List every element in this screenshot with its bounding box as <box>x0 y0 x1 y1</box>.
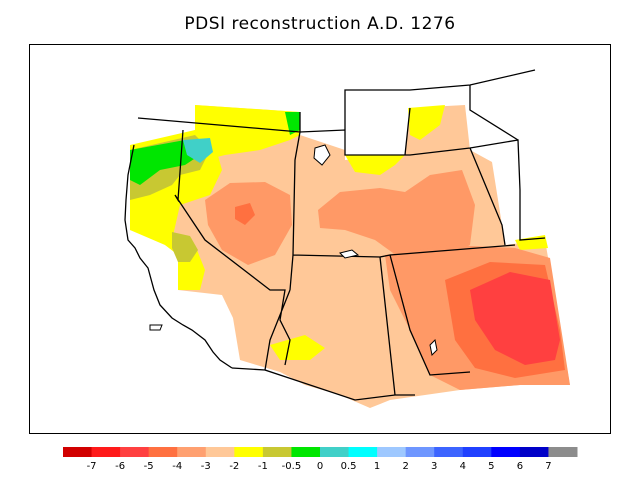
field-drier-nevada <box>235 203 255 225</box>
colorbar-swatch <box>491 447 521 457</box>
colorbar-tick-label: 1 <box>374 461 380 472</box>
coastline <box>124 144 233 369</box>
colorbar-tick-label: -0.5 <box>282 461 302 472</box>
colorbar-tick-label: 4 <box>460 461 466 472</box>
colorbar-tick-label: 2 <box>402 461 408 472</box>
colorbar-swatch <box>320 447 350 457</box>
channel-island <box>149 324 163 331</box>
colorbar-tick-label: 0.5 <box>341 461 357 472</box>
colorbar-tick-label: 7 <box>545 461 551 472</box>
map-title: PDSI reconstruction A.D. 1276 <box>184 14 456 34</box>
colorbar-swatch <box>548 447 578 457</box>
field-wet-south-ca <box>172 232 198 262</box>
colorbar-tick-label: 5 <box>488 461 494 472</box>
colorbar-swatch <box>262 447 292 457</box>
colorbar-tick-label: 3 <box>431 461 437 472</box>
field-dry-nevada <box>205 182 292 265</box>
field-wet-wy <box>345 155 405 175</box>
colorbar-swatches <box>63 447 578 457</box>
colorbar-swatch <box>120 447 150 457</box>
small-lake-nm <box>429 338 438 357</box>
lakes <box>149 144 438 357</box>
field-wet-az <box>270 335 325 360</box>
field-wet-nw-c <box>183 138 213 163</box>
colorbar-swatch <box>63 447 93 457</box>
colorbar-swatch <box>377 447 407 457</box>
lake-utah <box>339 249 360 259</box>
colorbar-swatch <box>91 447 121 457</box>
colorbar-tick-label: -4 <box>172 461 182 472</box>
great-salt-lake <box>313 144 331 166</box>
borders <box>124 69 546 401</box>
colorbar-swatch <box>462 447 492 457</box>
field-wet-nw-g <box>130 140 200 185</box>
colorbar-swatch <box>177 447 207 457</box>
colorbar-tick-label: -3 <box>201 461 211 472</box>
colorbar-tick-label: 0 <box>317 461 323 472</box>
colorbar-swatch <box>291 447 321 457</box>
colorbar-tick-label: 6 <box>517 461 523 472</box>
field-wet-north-y <box>195 105 300 160</box>
colorbar-labels: -7 -6 -5 -4 -3 -2 -1 -0.5 0 0.5 1 2 3 4 5 6 7 <box>87 461 552 472</box>
field-driest-se <box>470 272 560 365</box>
colorbar-swatch <box>348 447 378 457</box>
colorbar-swatch <box>148 447 178 457</box>
colorbar-tick-label: -7 <box>87 461 97 472</box>
field-dry-utah-co <box>318 170 475 260</box>
colorbar-swatch <box>405 447 435 457</box>
colorbar-swatch <box>519 447 549 457</box>
colorbar-swatch <box>434 447 464 457</box>
colorbar-tick-label: -5 <box>144 461 154 472</box>
field-wet-north-g <box>285 112 300 135</box>
state-borders <box>137 69 546 401</box>
colorbar-swatch <box>234 447 264 457</box>
colorbar-tick-label: -1 <box>258 461 268 472</box>
field-wet-mt <box>408 105 445 140</box>
colorbar-tick-label: -6 <box>115 461 125 472</box>
colorbar-tick-label: -2 <box>229 461 239 472</box>
colorbar-swatch <box>205 447 235 457</box>
